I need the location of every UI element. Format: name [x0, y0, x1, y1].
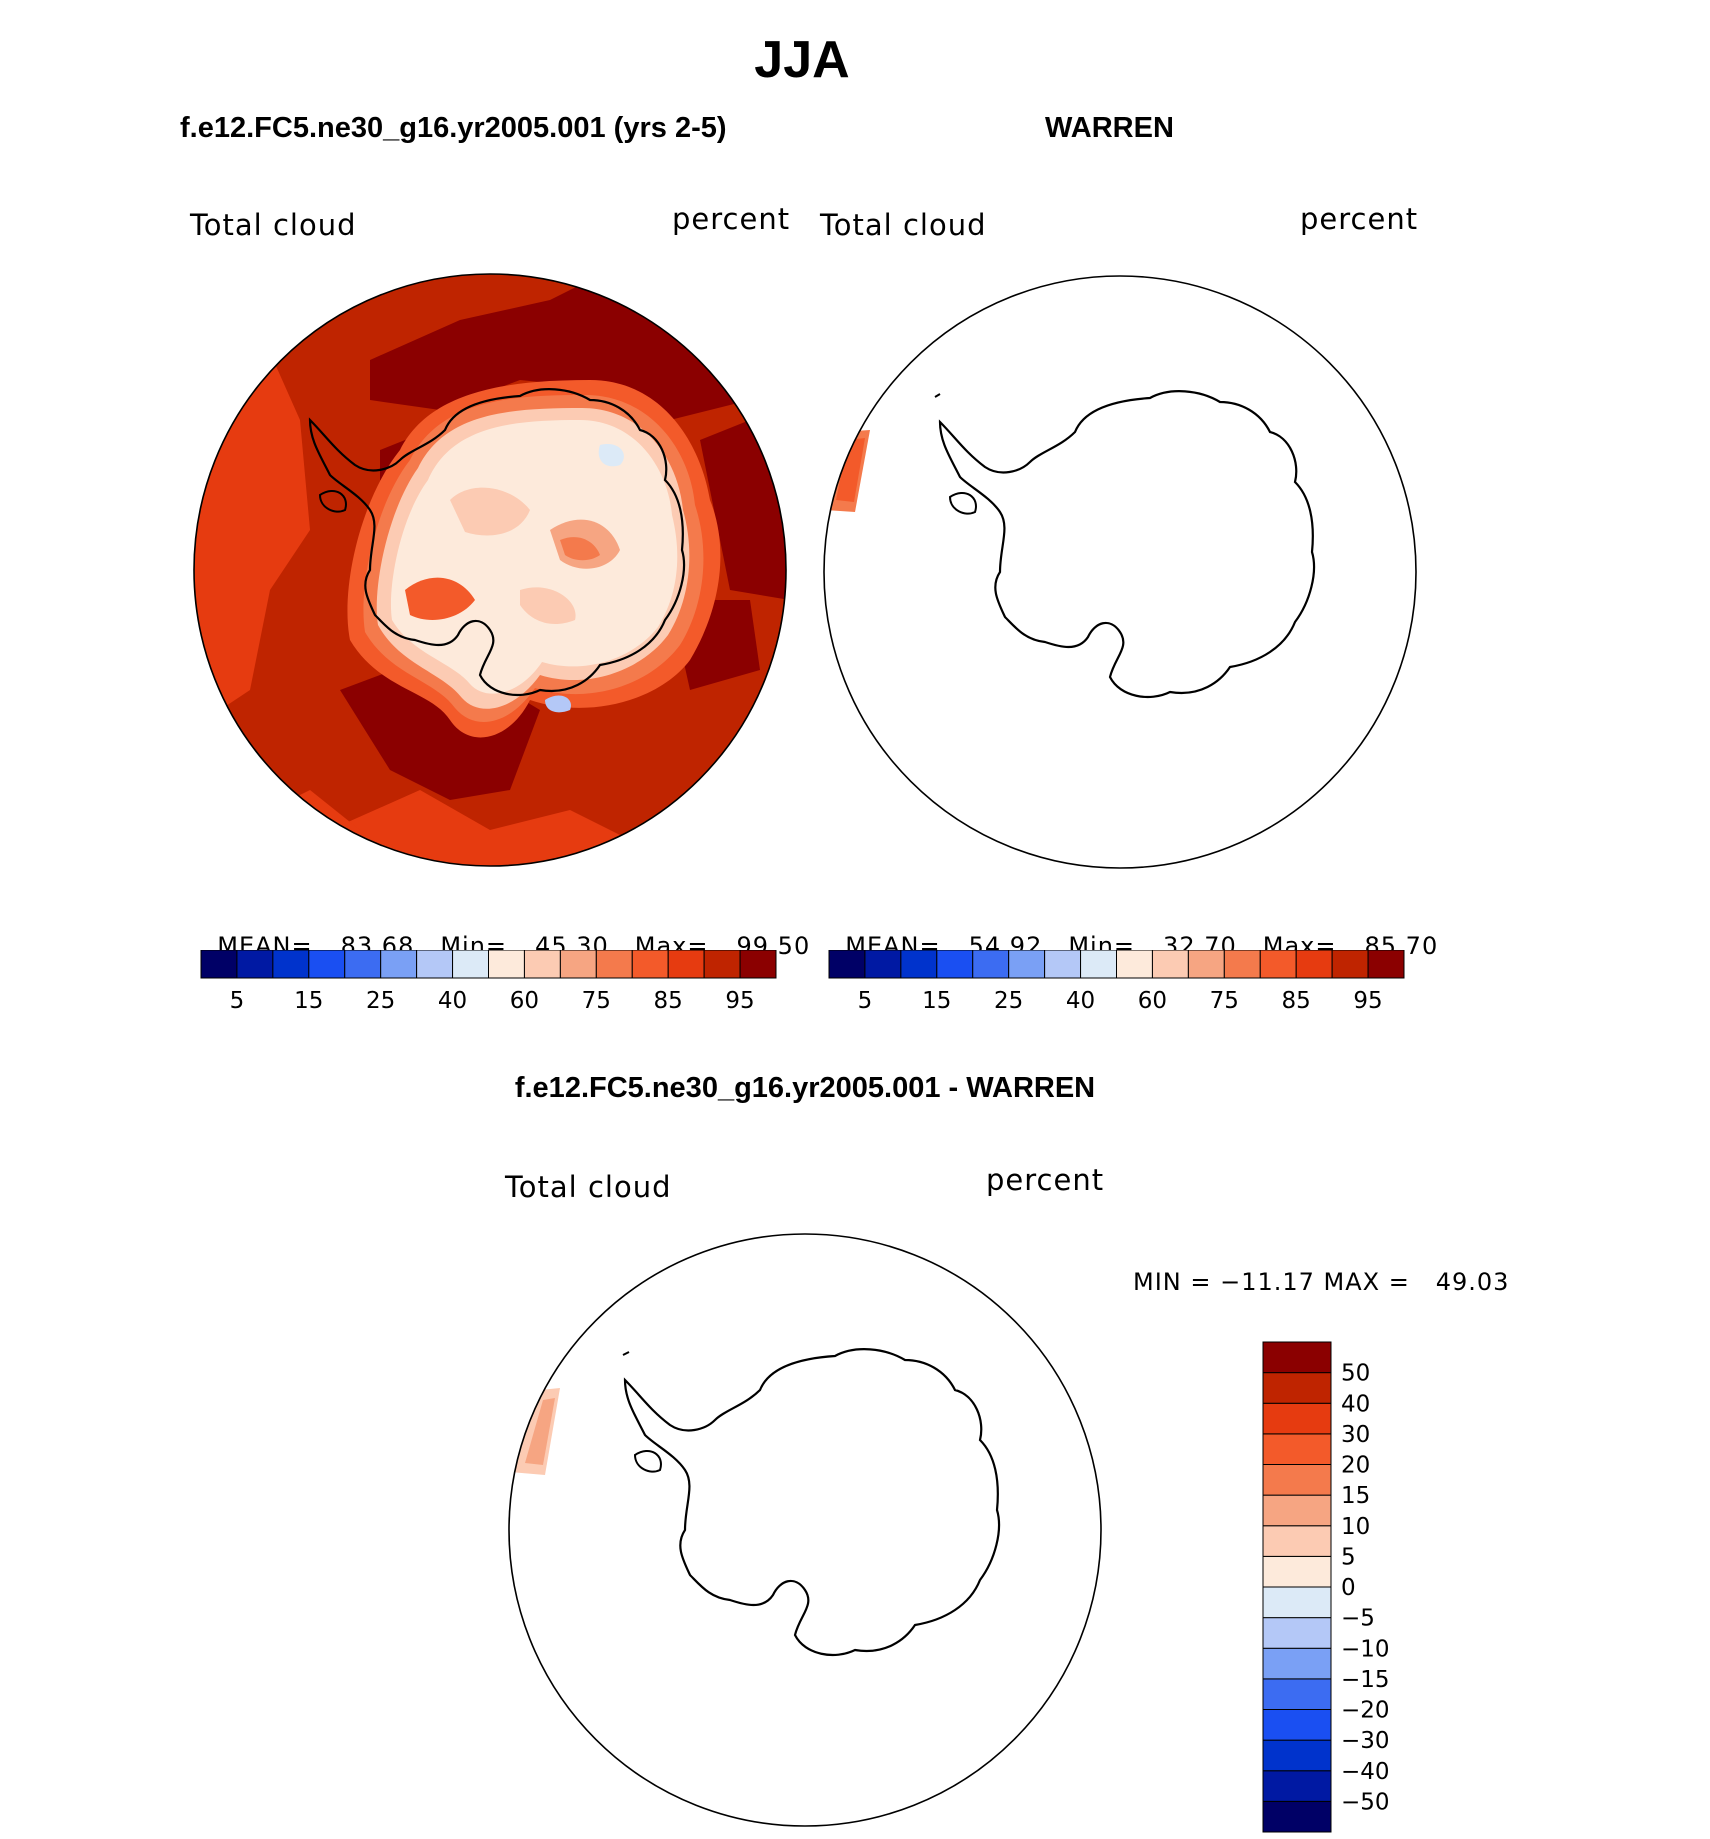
colorbar-tick-label: 0 — [1341, 1575, 1356, 1601]
colorbar-tick-label: 20 — [1341, 1453, 1370, 1479]
diff-heading: f.e12.FC5.ne30_g16.yr2005.001 - WARREN — [514, 1072, 1096, 1104]
colorbar-model: 5 15 25 40 60 75 85 95 — [200, 950, 777, 1014]
colorbar-box — [1262, 1464, 1332, 1496]
colorbar-box — [1262, 1800, 1332, 1833]
colorbar-box — [1044, 950, 1082, 979]
colorbar-tick-label: −10 — [1341, 1636, 1390, 1662]
panel-2-heading: WARREN — [1045, 112, 1174, 144]
colorbar-tick-label: −15 — [1341, 1667, 1390, 1693]
colorbar-box — [1008, 950, 1046, 979]
colorbar-box — [1151, 950, 1189, 979]
colorbar-box — [1295, 950, 1333, 979]
panel-1-variable-label: Total cloud — [190, 208, 357, 242]
colorbar-box — [972, 950, 1010, 979]
colorbar-tick-label: 5 — [1341, 1544, 1356, 1570]
colorbar-box — [1262, 1678, 1332, 1710]
colorbar-tick-label: 40 — [438, 988, 467, 1014]
colorbar-box — [308, 950, 346, 979]
colorbar-box — [739, 950, 777, 979]
colorbar-tick-label: 50 — [1341, 1361, 1370, 1387]
colorbar-box — [380, 950, 418, 979]
colorbar-box — [1262, 1494, 1332, 1527]
colorbar-box — [631, 950, 669, 979]
colorbar-box — [1262, 1586, 1332, 1619]
colorbar-box — [1259, 950, 1297, 979]
colorbar-tick-label: 40 — [1341, 1391, 1370, 1417]
colorbar-box — [1262, 1647, 1332, 1680]
map-observations — [823, 275, 1417, 869]
colorbar-tick-label: 25 — [994, 988, 1023, 1014]
colorbar-tick-label: −40 — [1341, 1759, 1390, 1785]
page-title: JJA — [754, 31, 850, 89]
colorbar-box — [1262, 1433, 1332, 1465]
panel-2-unit-label: percent — [1300, 202, 1419, 236]
colorbar-box — [236, 950, 274, 979]
colorbar-box — [523, 950, 561, 979]
diff-unit-label: percent — [986, 1163, 1105, 1197]
map-model — [193, 273, 787, 867]
colorbar-box — [900, 950, 938, 979]
colorbar-tick-label: 75 — [1210, 988, 1239, 1014]
colorbar-tick-label: 5 — [858, 988, 873, 1014]
diff-variable-label: Total cloud — [505, 1170, 672, 1204]
colorbar-box — [1223, 950, 1261, 979]
colorbar-tick-label: 85 — [1282, 988, 1311, 1014]
colorbar-box — [452, 950, 489, 979]
colorbar-tick-label: 60 — [510, 988, 539, 1014]
colorbar-tick-label: −30 — [1341, 1728, 1390, 1754]
colorbar-tick-label: 15 — [922, 988, 951, 1014]
colorbar-box — [559, 950, 597, 979]
colorbar-box — [936, 950, 974, 979]
colorbar-tick-label: −20 — [1341, 1698, 1390, 1724]
colorbar-box — [1116, 950, 1153, 979]
colorbar-box — [1262, 1555, 1332, 1588]
panel-2-variable-label: Total cloud — [820, 208, 987, 242]
colorbar-observations: 5 15 25 40 60 75 85 95 — [828, 950, 1405, 1014]
colorbar-tick-label: 75 — [582, 988, 611, 1014]
colorbar-box — [344, 950, 382, 979]
colorbar-box — [1331, 950, 1369, 979]
colorbar-box — [703, 950, 741, 979]
colorbar-box — [272, 950, 310, 979]
map-difference — [508, 1233, 1102, 1827]
colorbar-box — [595, 950, 633, 979]
panel-1-unit-label: percent — [672, 202, 791, 236]
colorbar-box — [416, 950, 454, 979]
panel-1-heading: f.e12.FC5.ne30_g16.yr2005.001 (yrs 2-5) — [180, 112, 727, 144]
colorbar-tick-label: 15 — [1341, 1483, 1370, 1509]
colorbar-tick-label: 60 — [1138, 988, 1167, 1014]
colorbar-box — [1262, 1739, 1332, 1772]
colorbar-box — [828, 950, 866, 979]
colorbar-box — [488, 950, 525, 979]
colorbar-tick-label: 10 — [1341, 1514, 1370, 1540]
colorbar-box — [1262, 1402, 1332, 1435]
colorbar-box — [1262, 1617, 1332, 1649]
colorbar-box — [1367, 950, 1405, 979]
colorbar-box — [1262, 1770, 1332, 1802]
colorbar-tick-label: 5 — [230, 988, 245, 1014]
colorbar-box — [1187, 950, 1225, 979]
colorbar-box — [1080, 950, 1117, 979]
colorbar-box — [1262, 1525, 1332, 1557]
colorbar-tick-label: 40 — [1066, 988, 1095, 1014]
colorbar-tick-label: 95 — [1353, 988, 1382, 1014]
colorbar-tick-label: 95 — [725, 988, 754, 1014]
diff-minmax: MIN = −11.17 MAX = 49.03 — [1133, 1268, 1510, 1296]
colorbar-tick-label: 30 — [1341, 1422, 1370, 1448]
colorbar-box — [667, 950, 705, 979]
colorbar-box — [1262, 1341, 1332, 1374]
colorbar-box — [1262, 1709, 1332, 1741]
colorbar-box — [200, 950, 238, 979]
colorbar-tick-label: 25 — [366, 988, 395, 1014]
colorbar-tick-label: −5 — [1341, 1606, 1375, 1632]
colorbar-tick-label: 85 — [654, 988, 683, 1014]
colorbar-box — [864, 950, 902, 979]
colorbar-box — [1262, 1372, 1332, 1404]
colorbar-tick-label: −50 — [1341, 1789, 1390, 1815]
colorbar-tick-label: 15 — [294, 988, 323, 1014]
